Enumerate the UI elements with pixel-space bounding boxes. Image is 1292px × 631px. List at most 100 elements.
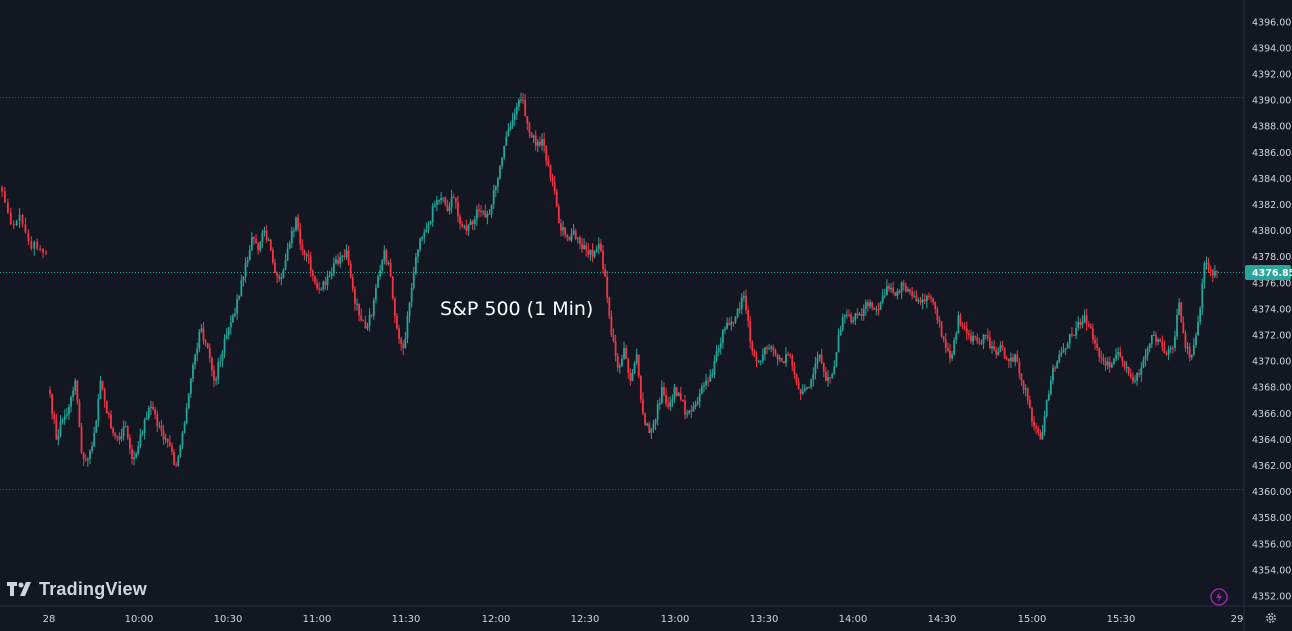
candle-down <box>278 273 281 282</box>
candle-up <box>570 228 573 243</box>
gear-icon[interactable] <box>1264 611 1278 625</box>
candle-up <box>139 428 142 449</box>
candle-up <box>192 362 194 383</box>
candle-down <box>524 94 527 117</box>
candle-down <box>171 442 173 455</box>
candle-down <box>152 401 154 411</box>
y-tick-label: 4390.00 <box>1252 96 1291 107</box>
candle-down <box>789 352 792 359</box>
candle-down <box>923 293 926 304</box>
candle-up <box>907 286 909 293</box>
candle-down <box>707 377 710 387</box>
candle-down <box>728 317 731 326</box>
candle-down <box>400 336 403 351</box>
candle-down <box>39 244 42 252</box>
candle-down <box>898 289 901 295</box>
candle-up <box>450 189 453 214</box>
candle-down <box>269 238 272 252</box>
y-tick-label: 4392.00 <box>1252 70 1291 81</box>
candle-down <box>856 308 859 319</box>
y-tick-label: 4374.00 <box>1252 304 1291 315</box>
candle-up <box>375 283 377 304</box>
candle-down <box>27 229 30 245</box>
candle-up <box>421 235 424 242</box>
candle-down <box>610 310 613 337</box>
candle-up <box>65 407 68 419</box>
candle-up <box>179 444 182 458</box>
candle-down <box>782 360 785 364</box>
y-axis-ticks: 4352.00 4354.00 4356.00 4358.00 4360.00 4362.… <box>1252 17 1291 602</box>
candle-up <box>1056 360 1059 369</box>
y-tick-label: 4364.00 <box>1252 435 1291 446</box>
candle-up <box>696 397 699 406</box>
candle-up <box>520 92 522 104</box>
candle-up <box>217 357 220 385</box>
candle-down <box>213 365 215 387</box>
candle-up <box>227 326 230 340</box>
candle-up <box>1117 347 1120 361</box>
candle-down <box>36 238 39 251</box>
candle-down <box>116 435 119 442</box>
candle-down <box>1079 318 1082 329</box>
candle-down <box>665 387 667 407</box>
x-tick-label: 10:30 <box>214 614 243 625</box>
candle-up <box>177 454 180 467</box>
candle-up <box>785 347 787 367</box>
candle-down <box>938 316 941 328</box>
candle-down <box>1098 347 1101 363</box>
candle-down <box>690 405 693 419</box>
candle-down <box>80 423 83 455</box>
reference-lines <box>0 97 1244 490</box>
candle-down <box>1104 357 1107 371</box>
candle-up <box>957 311 960 335</box>
candle-up <box>288 240 291 250</box>
candle-down <box>204 339 207 347</box>
candle-up <box>698 388 701 408</box>
candle-up <box>1199 306 1202 326</box>
candle-up <box>250 231 253 252</box>
candle-down <box>42 248 44 259</box>
candle-up <box>1144 348 1147 367</box>
candle-up <box>1113 357 1115 366</box>
candle-down <box>452 193 455 199</box>
candle-down <box>1031 406 1033 427</box>
candle-down <box>78 398 81 428</box>
candle-up <box>143 417 146 440</box>
candle-up <box>332 257 335 277</box>
candle-up <box>473 215 476 230</box>
candle-down <box>353 285 356 311</box>
candle-down <box>276 271 278 284</box>
candle-up <box>404 331 407 349</box>
candle-down <box>967 329 970 340</box>
candle-down <box>393 296 396 324</box>
candle-down <box>797 377 800 390</box>
candle-up <box>433 200 436 208</box>
lightning-icon[interactable] <box>1210 588 1228 606</box>
candle-down <box>1129 368 1132 380</box>
candle-up <box>406 311 409 344</box>
candle-up <box>827 370 829 387</box>
candle-up <box>427 221 430 234</box>
candle-up <box>509 121 512 131</box>
candle-up <box>150 400 152 416</box>
candle-up <box>335 255 337 265</box>
candle-up <box>511 112 514 129</box>
candle-down <box>614 334 617 362</box>
candle-up <box>1068 333 1071 349</box>
candle-down <box>940 320 943 338</box>
candle-down <box>995 346 998 359</box>
x-tick-label: 15:30 <box>1107 614 1136 625</box>
candle-down <box>888 282 890 292</box>
candle-down <box>297 213 300 232</box>
candle-up <box>635 348 638 366</box>
candle-up <box>951 351 953 361</box>
candle-down <box>663 382 665 397</box>
candle-down <box>1096 337 1099 351</box>
candle-up <box>719 337 722 355</box>
candle-down <box>364 315 367 329</box>
y-tick-label: 4356.00 <box>1252 539 1291 550</box>
candle-down <box>1127 366 1130 377</box>
candle-up <box>290 226 293 249</box>
candle-up <box>724 325 726 335</box>
candle-up <box>57 429 60 446</box>
